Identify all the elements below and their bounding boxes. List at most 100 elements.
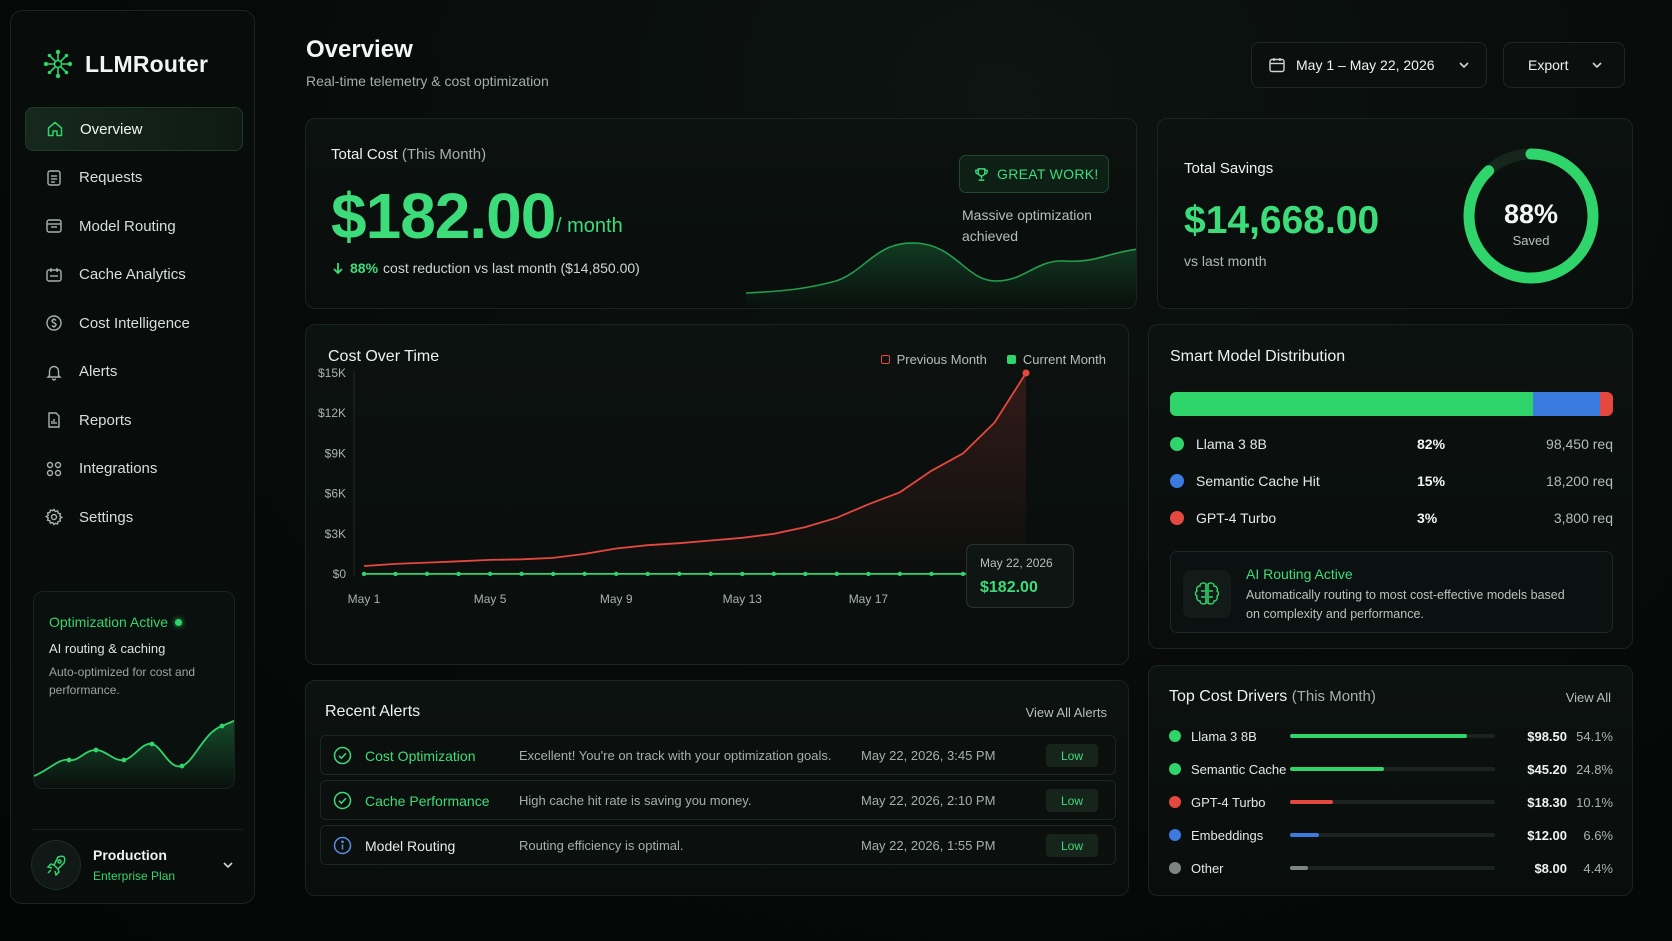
- driver-name: Other: [1191, 861, 1224, 876]
- current-month-point: [424, 571, 430, 577]
- driver-pct: 54.1%: [1576, 729, 1613, 744]
- sidebar-item-label: Integrations: [79, 460, 158, 477]
- cost-driver-row[interactable]: Semantic Cache $45.20 24.8%: [1169, 759, 1613, 792]
- dollar-icon: [46, 315, 62, 331]
- export-button[interactable]: Export: [1503, 42, 1625, 88]
- current-month-point: [456, 571, 461, 577]
- cost-reduction-text: cost reduction vs last month ($14,850.00…: [383, 260, 640, 276]
- check-circle-icon: [333, 746, 352, 765]
- alert-row[interactable]: Cache Performance High cache hit rate is…: [320, 780, 1116, 820]
- x-tick-label: May 17: [849, 592, 889, 606]
- view-all-drivers-link[interactable]: View All: [1565, 690, 1611, 705]
- model-distribution-title: Smart Model Distribution: [1170, 348, 1346, 365]
- workspace-switcher[interactable]: Production Enterprise Plan: [31, 829, 243, 890]
- y-tick-label: $6K: [325, 487, 346, 501]
- sidebar-item-label: Cache Analytics: [79, 266, 186, 283]
- trophy-icon: [975, 167, 988, 181]
- chevron-down-icon: [1458, 62, 1469, 69]
- driver-bar-track: [1290, 800, 1495, 804]
- sidebar-item-reports[interactable]: Reports: [25, 398, 243, 442]
- savings-ring-caption: Saved: [1512, 233, 1550, 248]
- total-cost-unit: / month: [556, 215, 623, 237]
- driver-bar-track: [1290, 833, 1495, 837]
- distribution-row[interactable]: GPT-4 Turbo 3% 3,800 req: [1170, 507, 1613, 544]
- driver-bar-fill: [1290, 833, 1319, 837]
- x-tick-label: May 9: [600, 592, 633, 606]
- alert-name: Model Routing: [365, 838, 456, 854]
- alert-row[interactable]: Model Routing Routing efficiency is opti…: [320, 825, 1116, 865]
- driver-color-dot: [1169, 862, 1181, 874]
- integrations-icon: [46, 461, 62, 476]
- model-pct: 82%: [1417, 436, 1446, 452]
- cost-reduction: 88% cost reduction vs last month ($14,85…: [331, 260, 640, 276]
- report-icon: [48, 412, 60, 428]
- x-tick-label: May 5: [474, 592, 507, 606]
- cost-driver-row[interactable]: Llama 3 8B $98.50 54.1%: [1169, 726, 1613, 759]
- ai-routing-description: Automatically routing to most cost-effec…: [1246, 588, 1565, 621]
- driver-color-dot: [1169, 796, 1181, 808]
- optimization-sparkline: [34, 719, 234, 788]
- chevron-down-icon: [1592, 62, 1603, 69]
- cost-driver-row[interactable]: GPT-4 Turbo $18.30 10.1%: [1169, 792, 1613, 825]
- alert-time: May 22, 2026, 2:10 PM: [861, 793, 996, 808]
- current-month-point: [803, 571, 808, 577]
- distribution-row[interactable]: Llama 3 8B 82% 98,450 req: [1170, 433, 1613, 470]
- current-month-point: [645, 571, 650, 577]
- sidebar-item-cost-intelligence[interactable]: Cost Intelligence: [25, 301, 243, 345]
- date-range-label: May 1 – May 22, 2026: [1296, 57, 1435, 73]
- document-icon: [47, 169, 61, 186]
- total-cost-card: Total Cost (This Month) $182.00 / month …: [305, 118, 1137, 309]
- sidebar-item-settings[interactable]: Settings: [25, 495, 243, 539]
- total-savings-value: $14,668.00: [1184, 199, 1380, 242]
- sidebar-item-model-routing[interactable]: Model Routing: [25, 204, 243, 248]
- alert-row[interactable]: Cost Optimization Excellent! You're on t…: [320, 735, 1116, 775]
- alerts-list: Cost Optimization Excellent! You're on t…: [320, 735, 1116, 870]
- logo[interactable]: LLMRouter: [43, 49, 208, 79]
- model-distribution-card: Smart Model Distribution Llama 3 8B 82% …: [1148, 324, 1633, 649]
- app-name: LLMRouter: [85, 50, 209, 77]
- status-dot-icon: [175, 618, 183, 626]
- alert-name: Cost Optimization: [365, 748, 476, 764]
- total-savings-sub: vs last month: [1184, 253, 1267, 269]
- cost-over-time-chart: $0 $3K $6K $9K $12K $15K May 1 May 5 May 9 May 13…: [318, 366, 1037, 606]
- view-all-alerts-link[interactable]: View All Alerts: [1025, 705, 1107, 720]
- current-month-point: [519, 571, 524, 577]
- sidebar-item-alerts[interactable]: Alerts: [25, 350, 243, 394]
- cost-driver-row[interactable]: Other $8.00 4.4%: [1169, 858, 1613, 891]
- x-tick-label: May 1: [348, 592, 381, 606]
- routing-icon: [46, 219, 62, 233]
- tooltip-value: $182.00: [980, 579, 1038, 596]
- optimization-title: Optimization Active: [49, 614, 183, 630]
- sidebar-item-requests[interactable]: Requests: [25, 156, 243, 200]
- legend-current[interactable]: Current Month: [1006, 352, 1106, 367]
- current-month-point: [960, 571, 966, 577]
- y-tick-label: $0: [333, 567, 347, 581]
- current-month-point: [708, 571, 713, 577]
- recent-alerts-card: Recent Alerts View All Alerts Cost Optim…: [305, 680, 1129, 896]
- sidebar-item-label: Settings: [79, 508, 134, 526]
- sidebar-item-label: Model Routing: [79, 217, 176, 235]
- sidebar-item-integrations[interactable]: Integrations: [25, 447, 243, 491]
- info-circle-icon: [333, 836, 352, 855]
- driver-color-dot: [1169, 730, 1181, 742]
- sidebar-item-overview[interactable]: Overview: [25, 107, 243, 151]
- total-savings-label: Total Savings: [1184, 160, 1274, 177]
- legend-current-swatch: [1006, 355, 1016, 364]
- savings-ring-arc: [1463, 148, 1599, 284]
- driver-bar-fill: [1290, 767, 1385, 771]
- sidebar-item-label: Overview: [80, 120, 143, 138]
- distribution-segment: [1170, 392, 1534, 416]
- total-cost-label: Total Cost (This Month): [331, 146, 486, 163]
- date-range-picker[interactable]: May 1 – May 22, 2026: [1251, 42, 1487, 88]
- total-cost-label-text: Total Cost: [331, 146, 398, 163]
- model-color-dot: [1170, 437, 1184, 451]
- cost-driver-row[interactable]: Embeddings $12.00 6.6%: [1169, 825, 1613, 858]
- sidebar-nav: Overview Requests Model Routing Cache An…: [25, 107, 243, 544]
- legend-current-label: Current Month: [1022, 352, 1106, 367]
- sidebar-item-cache-analytics[interactable]: Cache Analytics: [25, 253, 243, 297]
- legend-previous[interactable]: Previous Month: [880, 352, 987, 367]
- distribution-row[interactable]: Semantic Cache Hit 15% 18,200 req: [1170, 470, 1613, 507]
- distribution-bar: [1170, 392, 1613, 416]
- ai-routing-title: AI Routing Active: [1246, 566, 1353, 582]
